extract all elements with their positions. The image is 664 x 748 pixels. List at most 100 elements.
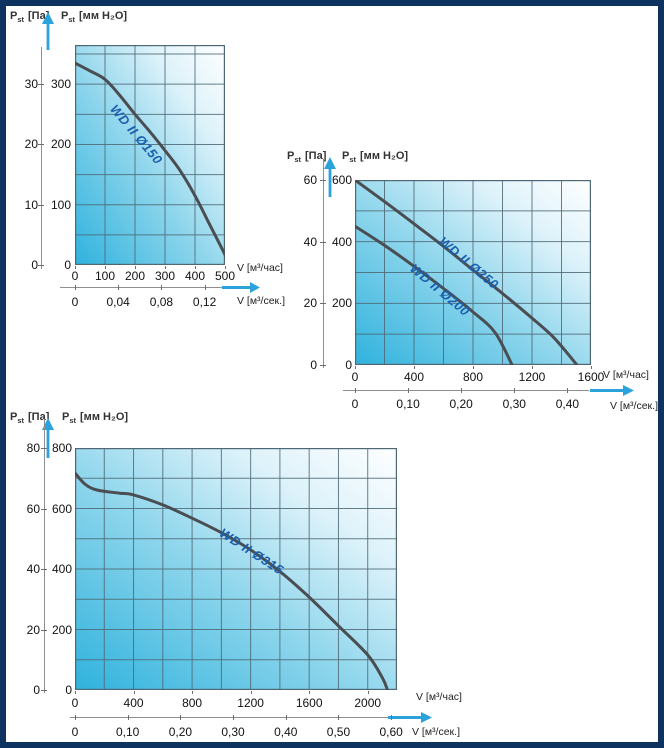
x-tick-label-hour: 0 xyxy=(71,269,79,283)
pressure-unit-mm: [мм H₂O] xyxy=(360,150,409,162)
pressure-subscript: st xyxy=(69,416,77,426)
pressure-unit-pa: [Па] xyxy=(305,150,327,162)
pressure-axis-label-mm: Pst [мм H₂O] xyxy=(61,10,127,24)
tick-mark xyxy=(204,285,206,290)
x-tick-label-hour: 1200 xyxy=(518,370,546,384)
y-tick-label-inner: 0 xyxy=(64,258,71,272)
right-arrow-icon xyxy=(222,282,260,293)
x-tick-label-sec: 0,20 xyxy=(168,725,193,739)
y-tick-label-outer: 60 xyxy=(26,501,40,516)
tick-mark xyxy=(473,366,474,369)
flow-axis-label-hour: V [м³/час] xyxy=(603,369,649,381)
pressure-symbol: P xyxy=(10,411,18,423)
tick-mark xyxy=(75,715,76,720)
y-axis-line xyxy=(44,419,45,693)
tick-mark xyxy=(320,303,326,305)
tick-mark xyxy=(338,715,340,720)
y-tick-label-inner: 200 xyxy=(50,137,71,152)
y-tick-label-outer: 60 xyxy=(303,173,317,187)
tick-mark xyxy=(38,84,44,86)
tick-mark xyxy=(320,241,326,243)
tick-mark xyxy=(38,144,44,146)
tick-mark xyxy=(514,388,516,393)
tick-mark xyxy=(414,366,415,369)
y-tick-label-inner: 800 xyxy=(51,441,72,455)
x-tick-label-hour: 100 xyxy=(94,269,116,283)
y-tick-label-outer: 20 xyxy=(303,296,317,311)
tick-mark xyxy=(532,366,533,369)
sec-axis-line xyxy=(70,717,392,718)
curve-wd-ii-150 xyxy=(75,61,225,259)
tick-mark xyxy=(591,366,592,369)
tick-mark xyxy=(41,629,47,631)
x-tick-label-hour: 1600 xyxy=(577,370,605,384)
x-tick-label-sec: 0,60 xyxy=(379,725,403,739)
pressure-symbol: P xyxy=(61,10,69,22)
y-tick-label-outer: 10 xyxy=(24,197,38,212)
x-tick-label-hour: 0 xyxy=(351,370,359,384)
tick-mark xyxy=(285,715,287,720)
y-tick-label-outer: 0 xyxy=(310,358,317,372)
pressure-unit-pa: [Па] xyxy=(28,10,50,22)
y-tick-label-inner: 100 xyxy=(50,197,71,212)
chart-plot-wd-ii-o250-o200 xyxy=(355,180,591,365)
y-tick-label-outer: 0 xyxy=(31,258,38,272)
x-tick-label-sec: 0,20 xyxy=(449,397,473,411)
x-tick-label-hour: 300 xyxy=(154,269,176,283)
pressure-axis-label-pa: Pst [Па] xyxy=(287,150,326,164)
tick-mark xyxy=(195,266,196,269)
pressure-subscript: st xyxy=(294,155,302,165)
x-tick-label-sec: 0,04 xyxy=(106,295,130,309)
y-tick-label-outer: 40 xyxy=(26,562,40,576)
x-tick-label-sec: 0,40 xyxy=(274,725,298,739)
tick-mark xyxy=(161,285,163,290)
up-arrow-icon xyxy=(42,418,54,458)
x-tick-label-hour: 800 xyxy=(462,370,484,384)
y-tick-label-outer: 30 xyxy=(24,77,38,92)
right-arrow-icon xyxy=(590,385,634,396)
chart-plot-wd-ii-o315 xyxy=(75,448,397,690)
tick-mark xyxy=(75,285,76,290)
pressure-symbol: P xyxy=(62,411,70,423)
pressure-subscript: st xyxy=(68,15,76,25)
tick-mark xyxy=(320,365,326,366)
y-tick-label-inner: 400 xyxy=(51,562,72,576)
x-tick-label-hour: 800 xyxy=(182,696,203,710)
flow-axis-label-sec: V [м³/сек.] xyxy=(610,400,658,412)
tick-mark xyxy=(38,204,44,206)
tick-mark xyxy=(250,691,252,694)
tick-mark xyxy=(118,285,120,290)
x-tick-label-sec: 0,30 xyxy=(221,725,245,739)
tick-mark xyxy=(41,448,47,449)
x-tick-label-sec: 0 xyxy=(71,725,79,739)
y-tick-label-outer: 0 xyxy=(33,683,40,697)
x-tick-label-hour: 2000 xyxy=(354,696,382,710)
y-tick-label-inner: 0 xyxy=(345,358,352,372)
y-axis-line xyxy=(41,47,42,269)
tick-mark xyxy=(309,691,311,694)
x-tick-label-hour: 1200 xyxy=(237,696,264,710)
curve-wd-ii-315 xyxy=(75,471,389,690)
plot-border xyxy=(355,180,591,365)
tick-mark xyxy=(180,715,182,720)
sec-axis-line xyxy=(60,287,228,288)
pressure-subscript: st xyxy=(17,416,25,426)
tick-mark xyxy=(75,691,76,694)
right-arrow-icon xyxy=(388,712,432,723)
tick-mark xyxy=(367,691,369,694)
x-tick-label-sec: 0,12 xyxy=(192,295,217,309)
tick-mark xyxy=(41,690,47,691)
x-tick-label-sec: 0,10 xyxy=(396,397,420,411)
y-tick-label-outer: 80 xyxy=(26,441,40,455)
pressure-subscript: st xyxy=(17,15,25,25)
tick-mark xyxy=(567,388,569,393)
tick-mark xyxy=(38,265,44,266)
plot-border xyxy=(75,448,397,690)
flow-axis-label-sec: V [м³/сек.] xyxy=(412,726,460,738)
x-tick-label-sec: 0 xyxy=(351,397,359,411)
sec-axis-line xyxy=(343,390,589,391)
tick-mark xyxy=(320,180,326,181)
tick-mark xyxy=(233,715,235,720)
tick-mark xyxy=(133,691,135,694)
